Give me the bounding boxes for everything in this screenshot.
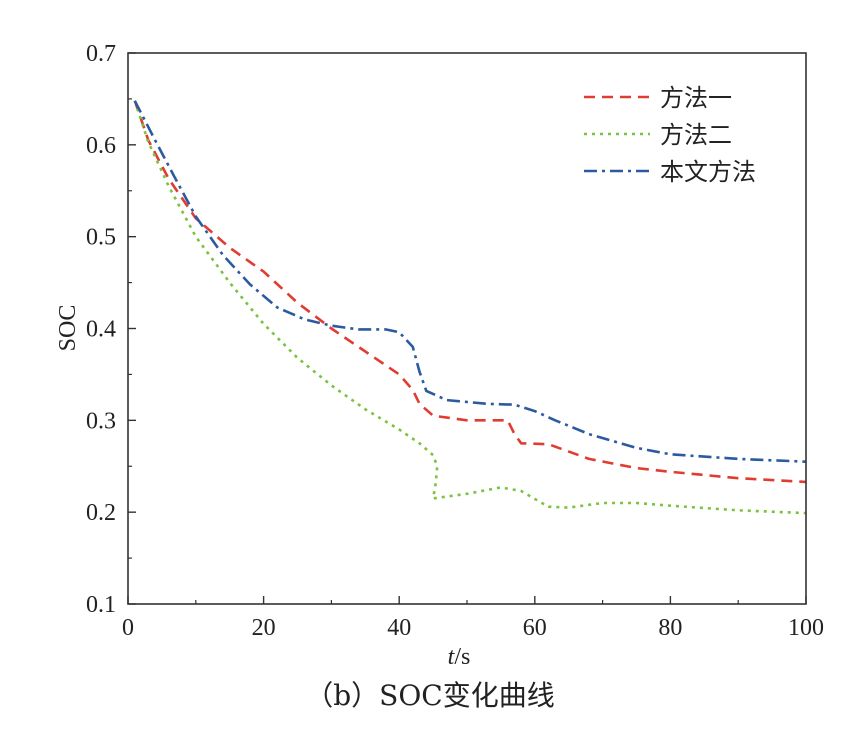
y-tick-label: 0.6 [86, 133, 116, 159]
legend-label-2: 方法二 [660, 121, 732, 149]
x-tick-label: 100 [788, 615, 824, 641]
x-tick-label: 20 [252, 615, 276, 641]
y-axis-tick-labels: 0.1 0.2 0.3 0.4 0.5 0.6 0.7 [86, 41, 116, 618]
y-tick-label: 0.7 [86, 41, 116, 67]
x-axis-ticks [127, 596, 807, 604]
series-lines [133, 100, 807, 515]
legend-label-3: 本文方法 [660, 158, 756, 186]
y-tick-label: 0.1 [86, 592, 116, 618]
legend-label-1: 方法一 [660, 84, 732, 112]
y-tick-label: 0.3 [86, 408, 116, 434]
series-line-3 [133, 100, 807, 463]
x-tick-label: 0 [122, 615, 134, 641]
chart-caption: （b）SOC变化曲线 [305, 679, 555, 712]
y-axis-ticks [128, 52, 136, 605]
y-tick-label: 0.5 [86, 225, 116, 251]
y-tick-label: 0.4 [86, 317, 116, 343]
y-axis-label: SOC [55, 305, 81, 352]
x-axis-label-unit: /s [454, 644, 470, 670]
x-axis-tick-labels: 0 20 40 60 80 100 [122, 615, 824, 641]
x-tick-label: 80 [658, 615, 682, 641]
x-axis-label: t/s [448, 644, 471, 670]
x-axis-label-var: t [448, 644, 456, 670]
x-tick-label: 60 [523, 615, 547, 641]
series-line-1 [133, 100, 807, 484]
x-tick-label: 40 [387, 615, 411, 641]
y-tick-label: 0.2 [86, 500, 116, 526]
